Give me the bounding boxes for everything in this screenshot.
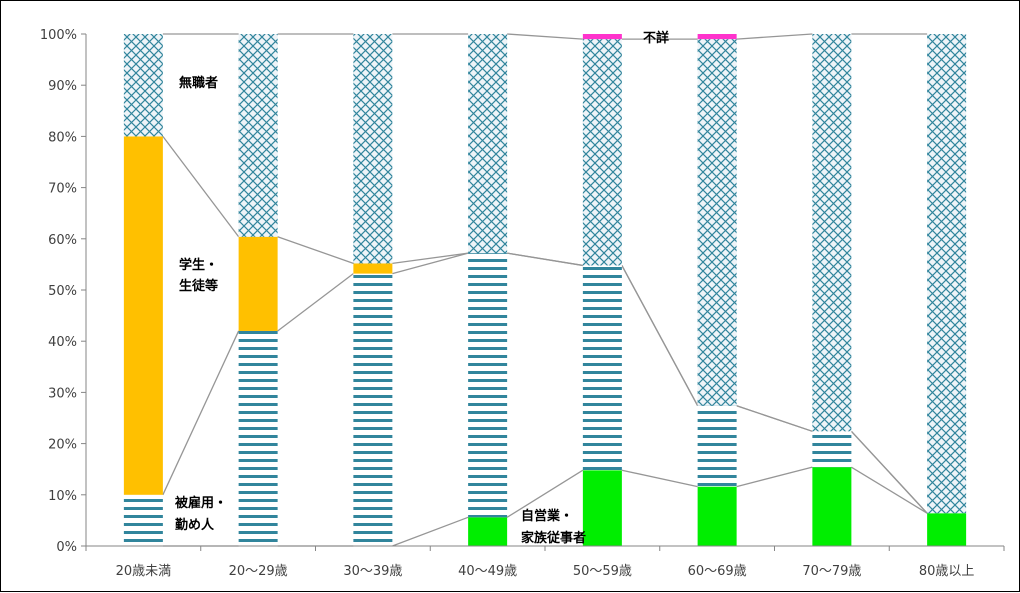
- annotation-unknown: 不詳: [643, 30, 669, 46]
- bar-segment: [582, 34, 622, 40]
- bar-segment: [468, 34, 508, 254]
- bar-segment: [697, 486, 737, 546]
- y-tick-label: 50%: [48, 284, 77, 299]
- bar-segment: [582, 470, 622, 546]
- y-tick-label: 10%: [48, 489, 77, 504]
- bar-segment: [812, 34, 852, 432]
- series-connector-line: [392, 516, 469, 547]
- bar-segment: [697, 39, 737, 406]
- y-tick-label: 100%: [40, 28, 77, 43]
- bar-segment: [812, 467, 852, 546]
- annotation-employee-line1: 被雇用・: [174, 495, 227, 511]
- series-connector-line: [850, 430, 928, 514]
- series-connector-line: [851, 466, 928, 514]
- series-connector-line: [736, 33, 813, 40]
- x-tick-label: 80歳以上: [919, 564, 975, 579]
- y-tick-label: 90%: [48, 79, 77, 94]
- bar-segment: [582, 39, 622, 266]
- y-tick-label: 60%: [48, 233, 77, 248]
- y-tick-label: 70%: [48, 182, 77, 197]
- y-tick-label: 0%: [56, 540, 77, 555]
- y-tick-label: 30%: [48, 386, 77, 401]
- x-tick-label: 60～69歳: [688, 564, 747, 579]
- bar-segment: [353, 263, 393, 274]
- annotation-employee-line2: 勤め人: [175, 517, 215, 533]
- annotation-student-line2: 生徒等: [179, 278, 218, 294]
- x-tick-label: 30～39歳: [343, 564, 402, 579]
- y-tick-label: 20%: [48, 438, 77, 453]
- series-connector-line: [736, 466, 813, 488]
- bar-segment: [123, 136, 163, 495]
- series-connector-line: [621, 469, 698, 488]
- bar-segment: [468, 253, 508, 518]
- bar-segment: [468, 517, 508, 546]
- bar-segment: [238, 236, 278, 331]
- series-connector-line: [507, 33, 583, 40]
- series-connector-line: [507, 252, 583, 267]
- series-connector-line: [506, 469, 584, 518]
- bar-segment: [812, 431, 852, 468]
- series-connector-line: [621, 265, 699, 407]
- series-connector-line: [162, 136, 240, 238]
- series-connector-line: [392, 252, 469, 275]
- bar-segment: [697, 34, 737, 40]
- annotation-unemployed: 無職者: [179, 75, 218, 91]
- x-tick-label: 20歳未満: [116, 564, 172, 579]
- bar-segment: [238, 34, 278, 237]
- x-tick-label: 70～79歳: [802, 564, 861, 579]
- bar-segment: [353, 273, 393, 546]
- bar-segment: [697, 405, 737, 487]
- bar-segment: [353, 34, 393, 264]
- annotation-student-line1: 学生・: [179, 257, 218, 273]
- y-tick-label: 40%: [48, 335, 77, 350]
- bar-segment: [582, 265, 622, 471]
- series-connector-line: [736, 405, 813, 432]
- series-connector-line: [277, 273, 354, 332]
- bar-segment: [123, 494, 163, 546]
- series-connector-line: [392, 252, 469, 265]
- annotation-selfemployed-line2: 家族従事者: [521, 530, 586, 546]
- annotation-selfemployed-line1: 自営業・: [521, 508, 573, 524]
- bar-segment: [238, 330, 278, 546]
- bar-segment: [927, 34, 967, 514]
- bar-segment: [123, 34, 163, 137]
- series-connector-line: [162, 330, 240, 496]
- bar-segment: [927, 513, 967, 546]
- series-connector-line: [277, 236, 354, 264]
- y-tick-label: 80%: [48, 130, 77, 145]
- x-tick-label: 50～59歳: [573, 564, 632, 579]
- x-tick-label: 20～29歳: [229, 564, 288, 579]
- x-tick-label: 40～49歳: [458, 564, 517, 579]
